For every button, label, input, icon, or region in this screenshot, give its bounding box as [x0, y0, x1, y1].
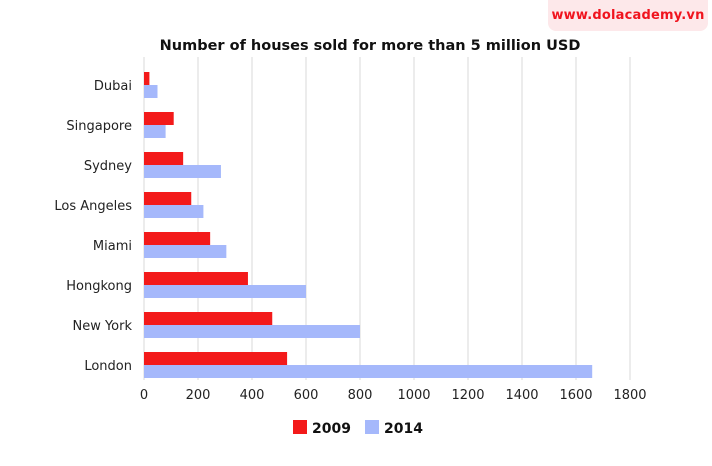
category-label: Sydney [84, 159, 132, 174]
legend-label-2009: 2009 [312, 421, 351, 437]
category-label: Dubai [94, 79, 132, 94]
x-tick-label: 400 [240, 388, 265, 403]
category-label: Miami [93, 239, 132, 254]
x-tick-label: 1600 [559, 388, 592, 403]
category-label: London [84, 359, 132, 374]
bar-2009 [144, 152, 184, 165]
x-tick-label: 600 [294, 388, 319, 403]
x-tick-label: 200 [186, 388, 211, 403]
category-labels: Dubai Singapore Sydney Los Angeles Miami Hong… [54, 79, 132, 374]
category-label: Singapore [66, 119, 132, 134]
bar-2014 [144, 205, 204, 218]
bar-2009 [144, 232, 211, 245]
x-tick-label: 1800 [613, 388, 646, 403]
x-tick-labels: 0 200 400 600 800 1000 1200 1400 1600 1800 [140, 388, 647, 403]
chart-title: Number of houses sold for more than 5 mi… [160, 38, 581, 54]
category-label: Hongkong [66, 279, 132, 294]
x-tick-label: 1000 [397, 388, 430, 403]
bar-2014 [144, 85, 158, 98]
bar-2014 [144, 325, 360, 338]
legend-swatch-2014 [365, 420, 379, 434]
brand-badge: www.dolacademy.vn [548, 0, 708, 31]
x-tick-label: 0 [140, 388, 148, 403]
bar-2009 [144, 272, 248, 285]
bar-2009 [144, 112, 174, 125]
bar-2009 [144, 72, 150, 85]
category-label: Los Angeles [54, 199, 132, 214]
legend-swatch-2009 [293, 420, 307, 434]
bar-2009 [144, 352, 288, 365]
legend: 2009 2014 [293, 420, 423, 437]
category-label: New York [72, 319, 132, 334]
bar-2009 [144, 192, 192, 205]
bars [144, 72, 593, 378]
bar-2014 [144, 125, 166, 138]
bar-2014 [144, 165, 221, 178]
bar-2009 [144, 312, 273, 325]
brand-text: www.dolacademy.vn [551, 8, 705, 23]
bar-2014 [144, 245, 227, 258]
legend-label-2014: 2014 [384, 421, 423, 437]
bar-2014 [144, 285, 306, 298]
bar-2014 [144, 365, 593, 378]
x-tick-label: 1400 [505, 388, 538, 403]
x-tick-label: 1200 [451, 388, 484, 403]
x-tick-label: 800 [348, 388, 373, 403]
